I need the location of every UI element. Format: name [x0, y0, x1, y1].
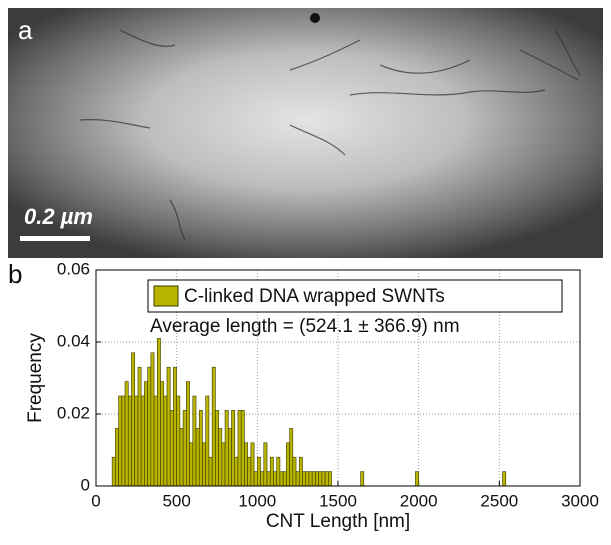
bar — [276, 456, 281, 487]
bar — [134, 395, 139, 487]
bar — [140, 395, 145, 487]
x-tick-label: 1000 — [238, 491, 276, 510]
bar — [124, 381, 129, 487]
bar — [286, 442, 290, 487]
bar — [269, 456, 274, 487]
y-tick-label: 0.06 — [57, 259, 90, 278]
bar — [198, 410, 203, 487]
bar — [266, 471, 271, 487]
bar — [253, 471, 258, 487]
bar — [131, 352, 136, 487]
x-tick-label: 3000 — [561, 491, 599, 510]
bar — [218, 428, 223, 487]
bar — [263, 442, 268, 487]
bar — [118, 395, 123, 487]
y-tick-label: 0.04 — [57, 331, 90, 350]
bar — [308, 471, 313, 487]
bar — [173, 366, 177, 487]
bar — [273, 471, 277, 487]
bar — [208, 456, 213, 487]
bar — [282, 471, 287, 487]
bar — [179, 428, 184, 487]
bar — [240, 410, 245, 487]
bar — [318, 471, 323, 487]
bar — [247, 456, 252, 487]
bar — [328, 471, 332, 487]
y-axis-label: Frequency — [25, 333, 46, 423]
bar — [137, 366, 142, 487]
bar — [121, 395, 126, 487]
bar — [302, 471, 307, 487]
bar — [144, 381, 148, 487]
bar — [115, 428, 119, 487]
panel-label: a — [18, 15, 33, 45]
y-tick-label: 0.02 — [57, 403, 90, 422]
bar — [202, 442, 207, 487]
x-tick-label: 1500 — [319, 491, 357, 510]
x-tick-label: 2500 — [480, 491, 518, 510]
bar — [195, 428, 200, 487]
bar — [298, 456, 303, 487]
bar — [360, 471, 365, 487]
bar — [279, 471, 284, 487]
bar — [224, 410, 229, 487]
bar — [502, 471, 507, 487]
bar — [211, 366, 216, 487]
bar — [150, 352, 155, 487]
tem-image: a 0.2 µm — [8, 8, 603, 258]
bar — [169, 410, 174, 487]
bar — [215, 410, 219, 487]
bar — [186, 381, 190, 487]
image-background — [8, 8, 603, 258]
bar — [147, 366, 152, 487]
scale-bar — [20, 236, 90, 241]
y-tick-label: 0 — [81, 475, 90, 494]
bar — [166, 366, 171, 487]
bar — [321, 471, 326, 487]
bar — [153, 395, 158, 487]
bar — [244, 442, 248, 487]
bar — [189, 442, 194, 487]
legend-label: C-linked DNA wrapped SWNTs — [184, 286, 445, 307]
bar — [237, 410, 242, 487]
bar — [260, 471, 265, 487]
bar — [311, 471, 316, 487]
bar — [289, 428, 294, 487]
bar — [295, 471, 300, 487]
bar — [305, 471, 310, 487]
bar — [234, 456, 239, 487]
bar — [227, 428, 232, 487]
annotation: Average length = (524.1 ± 366.9) nm — [150, 316, 460, 337]
bar — [292, 456, 297, 487]
bar — [415, 471, 419, 487]
bar — [192, 395, 197, 487]
legend-box — [147, 279, 563, 313]
bar — [163, 395, 168, 487]
x-tick-label: 500 — [162, 491, 190, 510]
scale-bar-label: 0.2 µm — [24, 204, 93, 229]
bar — [127, 395, 132, 487]
bar — [182, 410, 187, 487]
bar — [231, 410, 236, 487]
bar — [221, 442, 226, 487]
bar — [157, 338, 161, 487]
bar — [324, 471, 329, 487]
nanotubes — [79, 29, 581, 241]
plot-frame — [95, 269, 581, 487]
x-axis-label: CNT Length [nm] — [266, 511, 410, 532]
panel-label: b — [8, 259, 22, 289]
x-tick-label: 0 — [91, 491, 100, 510]
bar — [205, 395, 210, 487]
bar — [257, 456, 261, 487]
particle — [310, 13, 320, 23]
bar — [176, 395, 181, 487]
bar — [160, 381, 165, 487]
x-tick-label: 2000 — [400, 491, 438, 510]
bar — [111, 456, 116, 487]
legend-swatch — [153, 285, 179, 307]
bar — [315, 471, 319, 487]
bar — [250, 442, 255, 487]
